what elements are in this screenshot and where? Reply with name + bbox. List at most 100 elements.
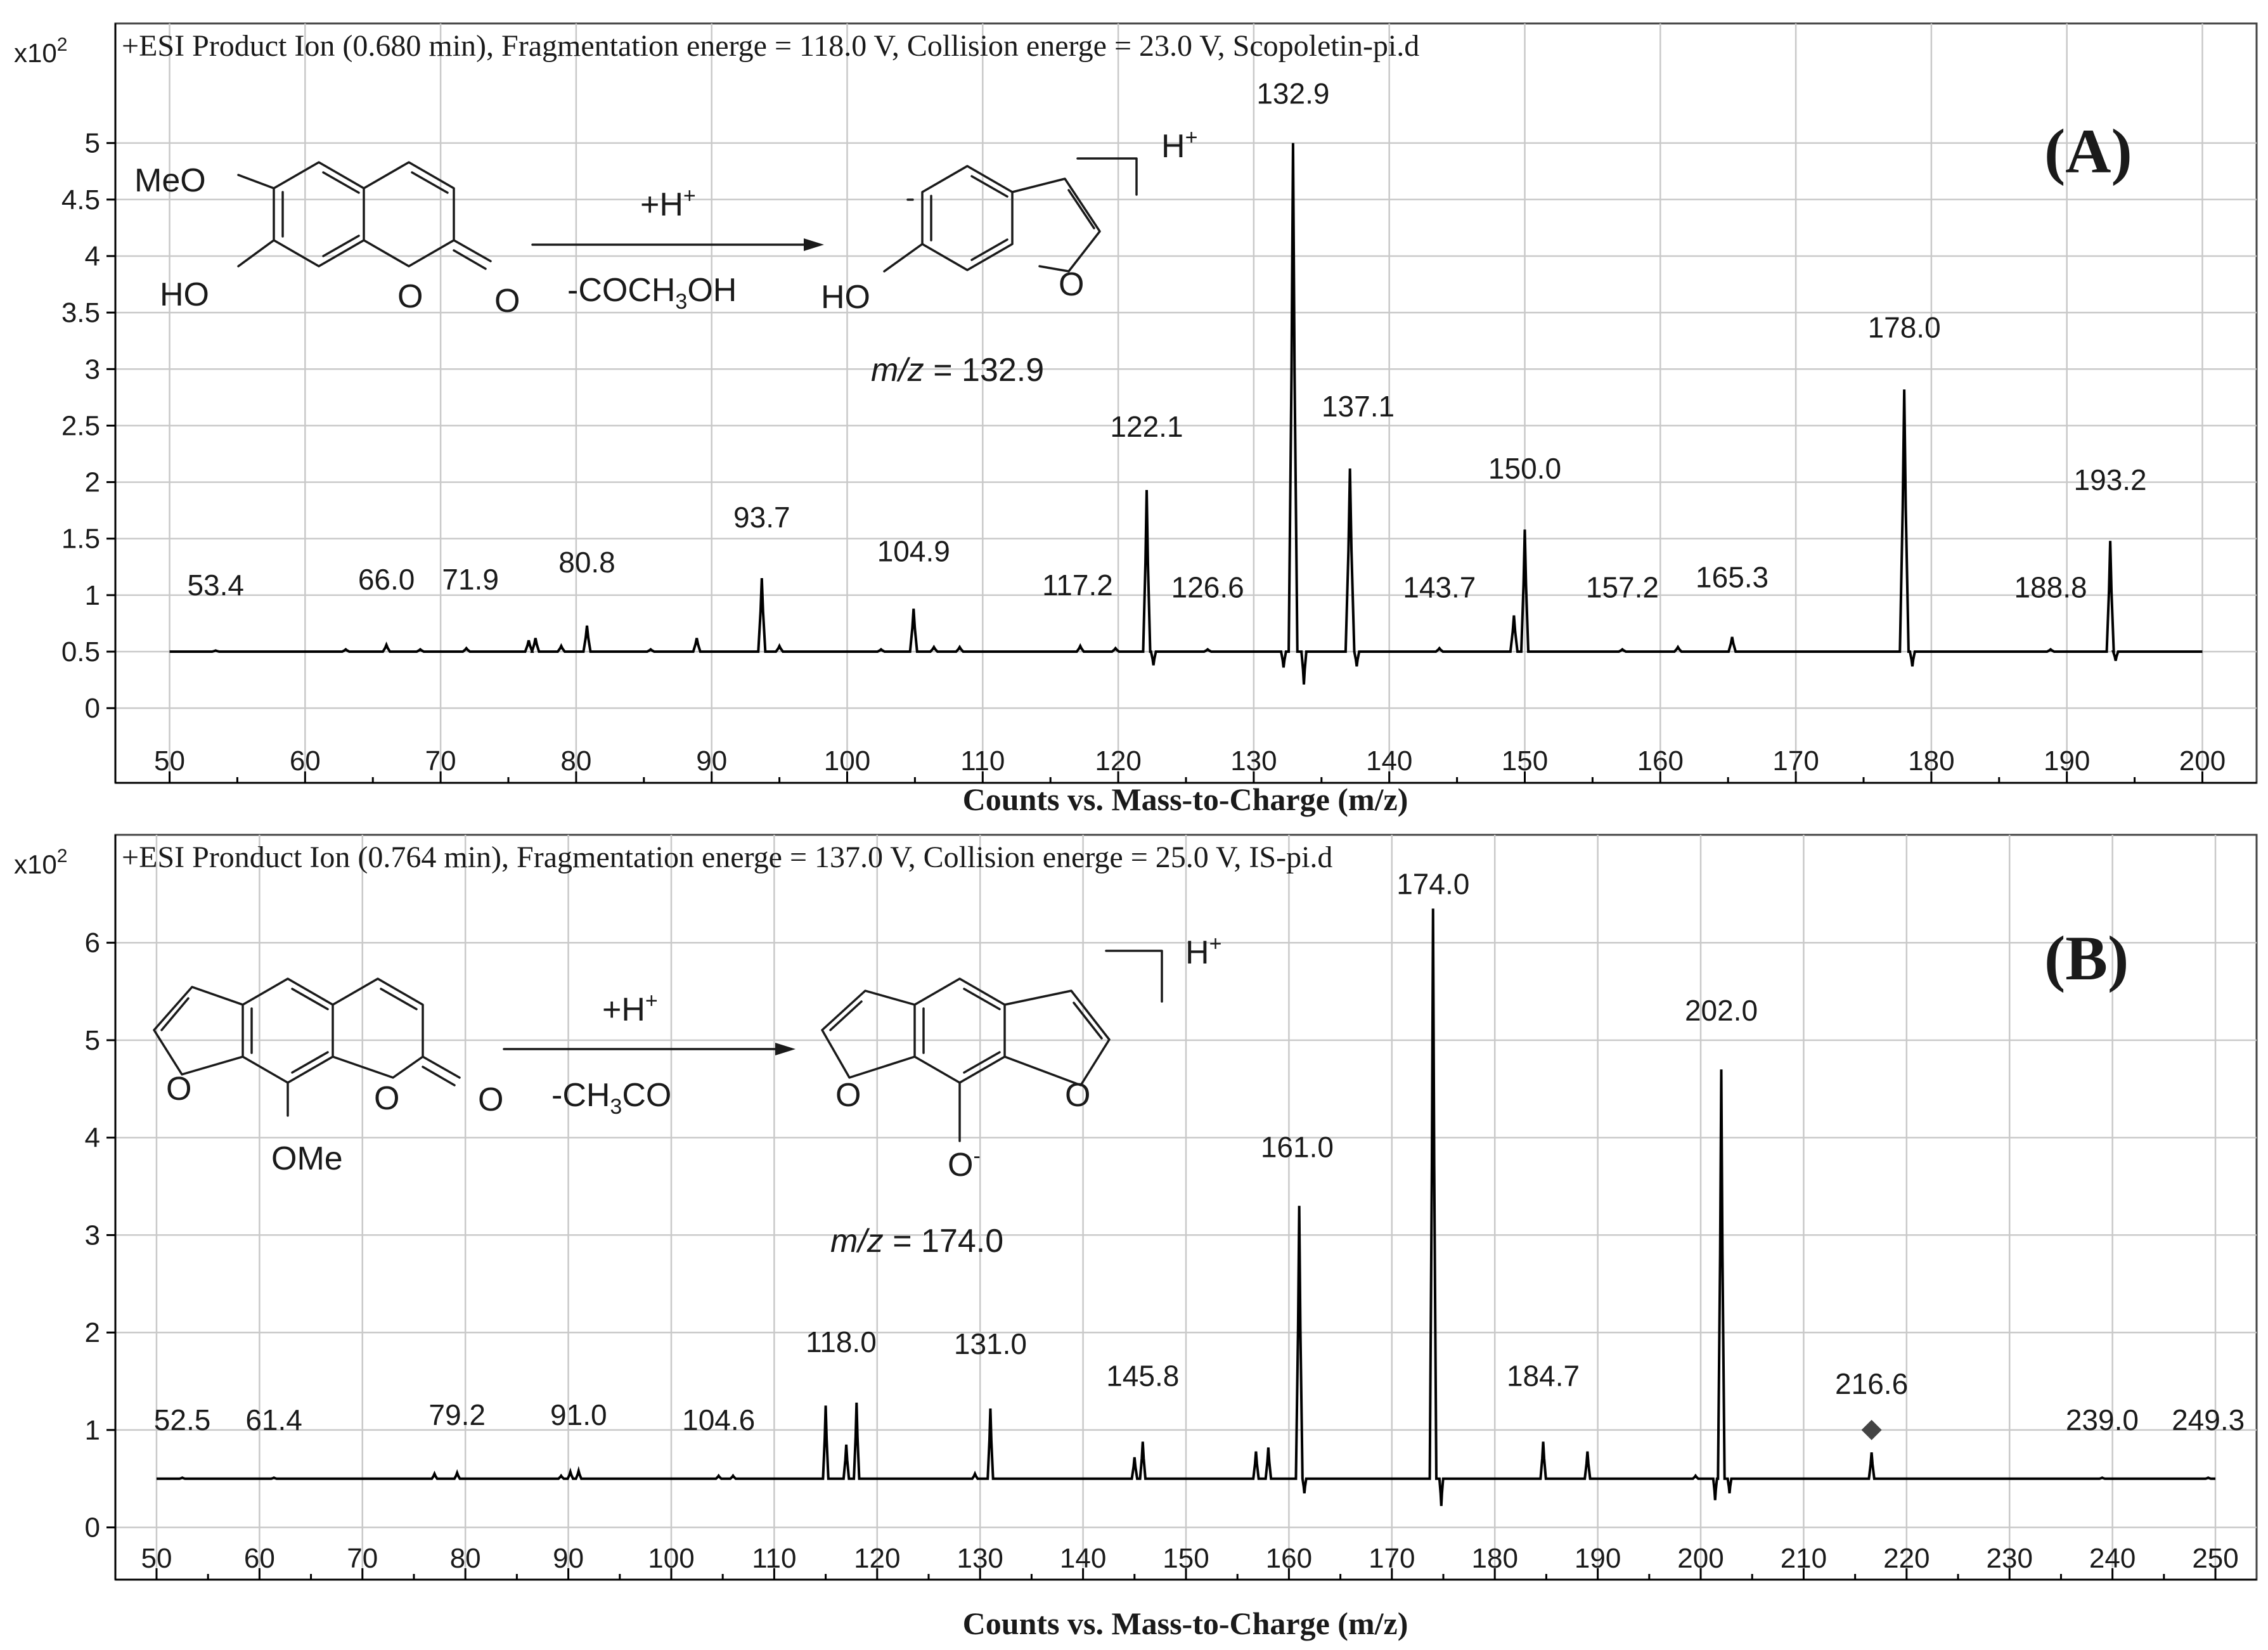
reactant-furan-ring <box>153 986 244 1076</box>
peak-label: 126.6 <box>1171 570 1244 603</box>
peak-label: 188.8 <box>2014 570 2087 603</box>
ion-bracket-a <box>1076 157 1138 196</box>
y-tick-label: 2.5 <box>61 410 100 441</box>
peak-label: 202.0 <box>1685 994 1758 1027</box>
panel-a-peak-labels: 53.4 66.0 71.9 80.8 93.7 104.9 117.2 122.1 126.6… <box>187 77 2146 603</box>
panel-a-label: (A) <box>2044 116 2132 186</box>
panel-b-reaction-scheme: O O O OMe +H+ -CH3CO O O O- <box>153 932 1221 1260</box>
peak-label: 117.2 <box>1042 569 1113 602</box>
peak-label: 131.0 <box>954 1327 1027 1360</box>
panel-b-label: (B) <box>2044 923 2129 993</box>
x-tick-label: 200 <box>2179 745 2226 777</box>
product-oxide-label: O- <box>948 1144 981 1183</box>
panel-b-peak-labels: 52.5 61.4 79.2 91.0 104.6 118.0 131.0 145.8 161.… <box>154 867 2245 1440</box>
panel-a-axes: 50 60 70 80 90 100 110 120 130 140 150 160 170 180 190… <box>61 23 2257 784</box>
panel-a-x-axis-label: Counts vs. Mass-to-Charge (m/z) <box>963 782 1408 817</box>
x-tick-label: 140 <box>1366 745 1412 777</box>
x-tick-label: 50 <box>141 1543 172 1574</box>
ion-charge-b: H+ <box>1185 932 1221 971</box>
y-tick-label: 4 <box>85 241 100 272</box>
peak-label: 93.7 <box>733 501 790 534</box>
scopoletin-pyranone-ring <box>363 161 455 267</box>
y-tick-label: 0 <box>85 693 100 724</box>
x-tick-label: 160 <box>1266 1543 1312 1574</box>
reactant-furan-oxygen-label: O <box>166 1071 191 1107</box>
x-tick-label: 80 <box>450 1543 481 1574</box>
peak-label: 71.9 <box>442 563 499 596</box>
y-tick-label: 5 <box>85 128 100 159</box>
y-tick-label: 1 <box>85 580 100 611</box>
hydroxy-label: HO <box>160 276 209 313</box>
x-tick-label: 120 <box>1095 745 1141 777</box>
x-tick-label: 190 <box>1575 1543 1621 1574</box>
ion-bracket-b <box>1105 950 1163 1003</box>
x-tick-label: 230 <box>1987 1543 2033 1574</box>
methoxy-label: MeO <box>134 162 206 199</box>
panel-b-title: +ESI Pronduct Ion (0.764 min), Fragmenta… <box>122 841 1332 874</box>
y-tick-label: 5 <box>85 1025 100 1056</box>
y-tick-label: 4.5 <box>61 184 100 216</box>
peak-label: 91.0 <box>550 1398 607 1431</box>
panel-a-title: +ESI Product Ion (0.680 min), Fragmentat… <box>122 29 1419 63</box>
y-tick-label: 2 <box>85 1317 100 1348</box>
peak-label: 132.9 <box>1256 77 1329 110</box>
x-tick-label: 120 <box>854 1543 900 1574</box>
product-left-furan-ring <box>821 989 916 1079</box>
reagent-protonation-a: +H+ <box>640 184 696 223</box>
y-tick-label: 2 <box>85 467 100 498</box>
peak-label: 137.1 <box>1322 390 1395 423</box>
precursor-diamond-marker <box>1861 1419 1882 1440</box>
x-tick-label: 200 <box>1677 1543 1724 1574</box>
product-hydroxy-label: HO <box>821 279 870 316</box>
x-tick-label: 60 <box>290 745 321 777</box>
y-tick-label: 1.5 <box>61 524 100 555</box>
reactant-pyranone-ring <box>332 977 424 1079</box>
x-tick-label: 80 <box>560 745 591 777</box>
panel-a-y-multiplier: x102 <box>14 34 67 68</box>
x-tick-label: 130 <box>957 1543 1003 1574</box>
panel-a-spectrum-trace <box>169 143 2203 685</box>
product-mz-b: m/z = 174.0 <box>830 1223 1003 1260</box>
product-left-oxygen-label: O <box>835 1077 861 1114</box>
y-tick-label: 3 <box>85 354 100 385</box>
x-tick-label: 180 <box>1908 745 1954 777</box>
reaction-arrowhead-a <box>804 238 824 251</box>
panel-a: x102 +ESI Product Ion (0.680 min), Fragm… <box>14 22 2258 817</box>
reagent-protonation-b: +H+ <box>602 989 658 1028</box>
peak-label: 53.4 <box>187 569 244 602</box>
x-tick-label: 110 <box>960 745 1005 777</box>
x-tick-label: 100 <box>648 1543 694 1574</box>
x-tick-label: 180 <box>1472 1543 1518 1574</box>
x-tick-label: 220 <box>1883 1543 1930 1574</box>
peak-label: 143.7 <box>1403 570 1476 603</box>
x-tick-label: 140 <box>1060 1543 1106 1574</box>
x-tick-label: 50 <box>154 745 185 777</box>
peak-label: 157.2 <box>1586 570 1659 603</box>
panel-b-axes: 50 60 70 80 90 100 110 120 130 140 150 160 170 180 190… <box>85 835 2257 1581</box>
panel-b-grid <box>115 835 2257 1580</box>
reagent-loss-a: -COCH3OH <box>567 272 737 314</box>
x-tick-label: 100 <box>824 745 870 777</box>
peak-label: 66.0 <box>358 563 415 596</box>
benzodifuranol-ion-structure: O O O- <box>821 977 1111 1183</box>
peak-label: 52.5 <box>154 1403 211 1436</box>
peak-label: 165.3 <box>1696 560 1769 593</box>
x-tick-label: 160 <box>1637 745 1684 777</box>
x-tick-label: 190 <box>2044 745 2090 777</box>
x-tick-label: 130 <box>1230 745 1277 777</box>
peak-label: 122.1 <box>1110 410 1183 443</box>
panel-b-spectrum-trace <box>156 908 2216 1506</box>
x-tick-label: 90 <box>696 745 727 777</box>
peak-label: 104.6 <box>682 1403 755 1436</box>
y-tick-label: 3.5 <box>61 297 100 328</box>
scopoletin-benzene-ring <box>273 161 365 267</box>
product-benzene-ring <box>921 165 1014 271</box>
x-tick-label: 70 <box>347 1543 378 1574</box>
product-right-furan-ring <box>1003 989 1111 1086</box>
peak-label: 150.0 <box>1488 452 1561 485</box>
x-tick-label: 110 <box>752 1543 796 1574</box>
carbonyl-oxygen-label: O <box>494 283 520 319</box>
scopoletin-structure: MeO HO O O <box>134 161 520 319</box>
peak-label: 80.8 <box>558 546 615 579</box>
